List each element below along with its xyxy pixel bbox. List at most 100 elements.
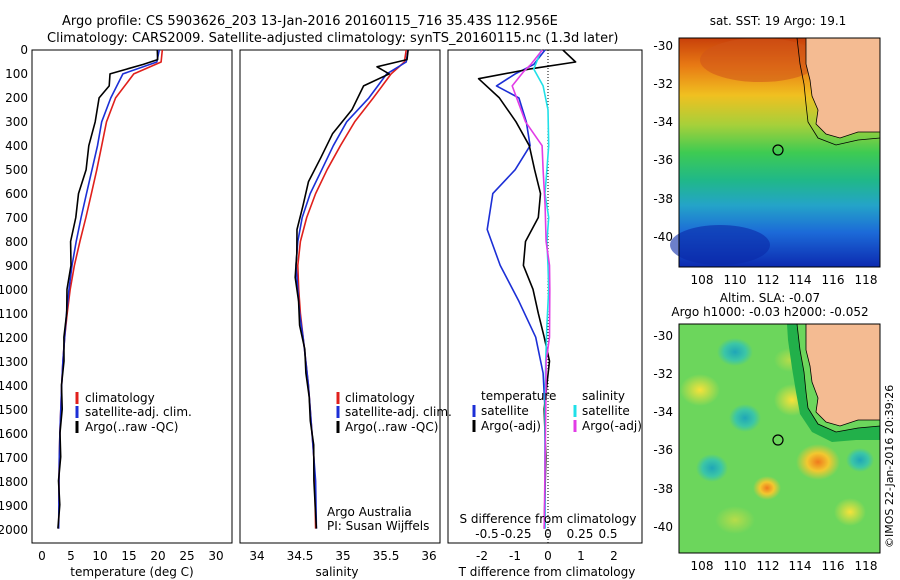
sla-anomaly [846,448,874,472]
legend-label: Argo(..raw -QC) [345,420,438,434]
title-line-2: Climatology: CARS2009. Satellite-adjuste… [47,31,619,46]
s-tick-label: 0 [544,527,552,541]
difference-series [477,49,577,529]
sst-lat-tick: -30 [653,39,673,53]
difference-series-line [532,49,550,529]
depth-tick-label: 400 [5,139,28,153]
land-mass [805,37,881,139]
sst-lon-tick: 116 [822,273,845,287]
s-tick-label: -0.5 [475,527,498,541]
temperature-axis-label: temperature (deg C) [70,565,193,579]
sla-lat-tick: -38 [653,482,673,496]
depth-tick-label: 1800 [0,475,28,489]
sla-anomaly [680,374,720,406]
difference-legend: temperature satellite Argo(-adj) salinit… [472,389,642,433]
temperature-tick-label: 5 [67,549,75,563]
depth-tick-label: 700 [5,211,28,225]
salinity-legend: climatology satellite-adj. clim. Argo(..… [336,391,452,434]
temperature-tick-label: 20 [150,549,165,563]
depth-tick-label: 1900 [0,499,28,513]
depth-tick-label: 2000 [0,523,28,537]
temperature-tick-label: 10 [92,549,107,563]
s-difference-axis-label: S difference from climatology [460,512,637,526]
sst-lat-tick: -36 [653,153,673,167]
legend-label: satellite-adj. clim. [345,405,452,419]
land-mass [805,323,881,427]
depth-tick-label: 300 [5,115,28,129]
depth-tick-label: 600 [5,187,28,201]
sla-lat-tick: -30 [653,329,673,343]
sla-map-frame [678,323,881,554]
legend-label: Argo(-adj) [582,419,642,433]
salinity-tick-label: 36 [421,549,436,563]
sst-lat-tick: -32 [653,77,673,91]
sla-anomaly [729,404,761,432]
depth-tick-label: 800 [5,235,28,249]
sla-map-y-ticks: -30 -32 -34 -36 -38 -40 [653,329,673,534]
difference-series-line [486,49,546,529]
sst-map-y-ticks: -30 -32 -34 -36 -38 -40 [653,39,673,244]
legend-label: Argo(..raw -QC) [85,420,178,434]
temperature-series-line [57,49,161,529]
depth-tick-label: 1200 [0,331,28,345]
temperature-tick-label: 15 [121,549,136,563]
argo-position-marker [772,144,784,156]
sla-lat-tick: -36 [653,443,673,457]
legend-heading: salinity [582,389,625,403]
salinity-x-ticks: 34 34.5 35 35.5 36 [249,549,436,563]
sst-warm-patch [700,38,820,82]
depth-tick-label: 1600 [0,427,28,441]
sla-map-title-2: Argo h1000: -0.03 h2000: -0.052 [671,305,868,319]
depth-tick-label: 1100 [0,307,28,321]
pi-annotation: PI: Susan Wijffels [327,519,429,533]
sla-lon-tick: 114 [789,559,812,573]
s-difference-ticks: -0.5 -0.25 0 0.25 0.5 [475,527,617,541]
sla-lon-tick: 118 [855,559,878,573]
sst-lat-tick: -34 [653,115,673,129]
sst-lat-tick: -38 [653,192,673,206]
temperature-series-line [57,49,164,529]
sla-lon-tick: 116 [822,559,845,573]
sla-lon-tick: 110 [724,559,747,573]
sst-lon-tick: 110 [724,273,747,287]
s-tick-label: 0.25 [567,527,594,541]
sst-lon-tick: 108 [691,273,714,287]
sla-anomaly [717,338,753,366]
difference-series-line [511,49,551,529]
depth-tick-label: 1500 [0,403,28,417]
temperature-series [57,49,164,529]
argo-australia-annotation: Argo Australia [327,505,412,519]
t-difference-ticks: -2 -1 0 1 2 [476,549,618,563]
depth-tick-label: 200 [5,91,28,105]
legend-label: climatology [85,391,155,405]
depth-tick-label: 1000 [0,283,28,297]
temperature-series-line [57,49,159,529]
depth-axis: 0 100 200 300 400 500 600 700 800 900 10… [0,43,28,537]
sla-anomaly [715,506,755,534]
depth-tick-label: 900 [5,259,28,273]
sla-anomaly [796,444,840,480]
sst-lon-tick: 112 [757,273,780,287]
legend-heading: temperature [481,389,556,403]
sla-lon-tick: 112 [757,559,780,573]
temperature-legend: climatology satellite-adj. clim. Argo(..… [75,391,192,434]
legend-label: satellite [582,404,630,418]
sla-anomaly [753,476,781,500]
salinity-tick-label: 34 [249,549,264,563]
sla-lat-tick: -34 [653,405,673,419]
depth-tick-label: 1700 [0,451,28,465]
salinity-tick-label: 35.5 [373,549,400,563]
depth-tick-label: 1400 [0,379,28,393]
sla-lat-tick: -32 [653,367,673,381]
legend-label: satellite-adj. clim. [85,405,192,419]
t-tick-label: 1 [577,549,585,563]
sst-lon-tick: 118 [855,273,878,287]
title-line-1: Argo profile: CS 5903626_203 13-Jan-2016… [62,14,558,29]
t-tick-label: -2 [476,549,488,563]
shelf-band [787,324,880,442]
shelf-contour [796,37,881,146]
salinity-series-line [295,49,409,529]
sla-map-title-1: Altim. SLA: -0.07 [720,291,820,305]
sla-anomaly [696,454,728,482]
